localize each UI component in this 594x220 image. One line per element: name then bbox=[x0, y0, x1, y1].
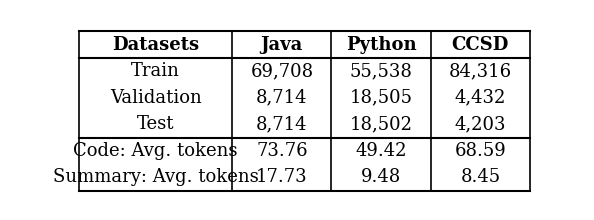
Text: 4,432: 4,432 bbox=[454, 89, 506, 107]
Text: 18,505: 18,505 bbox=[350, 89, 413, 107]
Text: 73.76: 73.76 bbox=[256, 142, 308, 160]
Text: 68.59: 68.59 bbox=[454, 142, 506, 160]
Text: Python: Python bbox=[346, 36, 416, 54]
Text: Validation: Validation bbox=[110, 89, 201, 107]
Text: Java: Java bbox=[261, 36, 303, 54]
Text: Summary: Avg. tokens: Summary: Avg. tokens bbox=[53, 169, 258, 186]
Text: 18,502: 18,502 bbox=[350, 115, 413, 133]
Text: 84,316: 84,316 bbox=[449, 62, 512, 80]
Text: 9.48: 9.48 bbox=[361, 169, 401, 186]
Text: 69,708: 69,708 bbox=[250, 62, 314, 80]
Text: Code: Avg. tokens: Code: Avg. tokens bbox=[73, 142, 238, 160]
Text: CCSD: CCSD bbox=[451, 36, 509, 54]
Text: Train: Train bbox=[131, 62, 180, 80]
Text: 49.42: 49.42 bbox=[355, 142, 407, 160]
Text: 8.45: 8.45 bbox=[460, 169, 500, 186]
Text: Datasets: Datasets bbox=[112, 36, 199, 54]
Text: 17.73: 17.73 bbox=[256, 169, 308, 186]
Text: 4,203: 4,203 bbox=[454, 115, 506, 133]
Text: Test: Test bbox=[137, 115, 174, 133]
Text: 8,714: 8,714 bbox=[256, 115, 308, 133]
Text: 8,714: 8,714 bbox=[256, 89, 308, 107]
Text: 55,538: 55,538 bbox=[350, 62, 413, 80]
